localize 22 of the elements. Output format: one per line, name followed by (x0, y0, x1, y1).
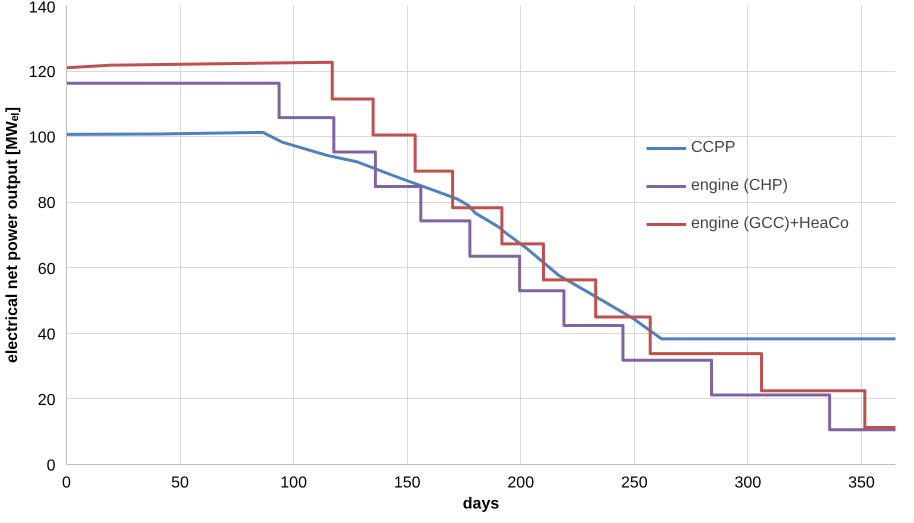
y-tick-label: 20 (38, 392, 56, 409)
y-tick-label: 40 (38, 326, 56, 344)
x-tick-label: 0 (62, 474, 72, 492)
x-tick-label: 250 (620, 474, 648, 492)
legend-label: engine (GCC)+HeaCo (691, 215, 849, 233)
line-series (66, 130, 896, 340)
y-tick-label: 80 (38, 195, 56, 212)
y-tick-label: 0 (46, 458, 56, 474)
x-tick-label: 200 (507, 474, 534, 492)
x-tick-label: 150 (394, 474, 421, 492)
x-tick-label: 300 (734, 474, 762, 492)
x-axis-title: days (462, 496, 500, 512)
legend-label: engine (CHP) (691, 177, 788, 195)
y-tick-label: 60 (38, 260, 56, 278)
y-tick-label: 120 (28, 64, 56, 82)
x-tick-label: 350 (848, 474, 875, 492)
x-tick-label: 50 (171, 474, 190, 492)
y-tick-label: 140 (28, 0, 56, 16)
legend-label: CCPP (691, 139, 736, 157)
y-axis-title: electrical net power output [MWₑₗ] (4, 106, 21, 364)
x-tick-label: 100 (280, 474, 308, 492)
y-tick-label: 100 (28, 130, 56, 147)
